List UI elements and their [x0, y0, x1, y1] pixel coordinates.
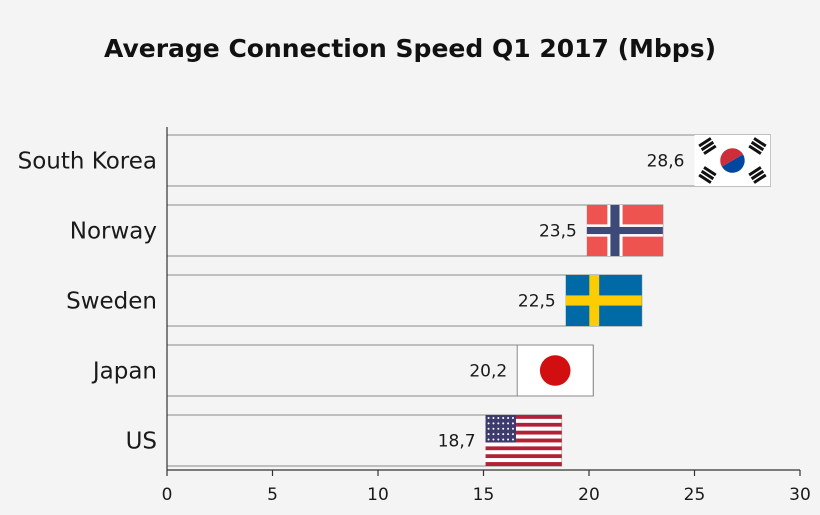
japan-flag [516, 344, 594, 397]
x-tick-label: 5 [267, 485, 278, 505]
x-tick-label: 10 [367, 485, 389, 505]
x-tick-label: 25 [684, 485, 706, 505]
bars-layer: 28,6 South Korea 23,5 Norway 22,5 Sweden 20,2 J… [18, 134, 771, 467]
x-axis: 0 5 10 15 20 25 30 [162, 127, 811, 505]
bar-south-korea [166, 134, 771, 187]
chart-title: Average Connection Speed Q1 2017 (Mbps) [104, 34, 716, 63]
sweden-flag [565, 275, 642, 326]
bar-group-norway: 23,5 Norway [70, 204, 664, 257]
category-label: US [126, 429, 157, 455]
bar-group-us: 18,7 US [126, 414, 563, 467]
category-label: Sweden [66, 289, 157, 315]
value-label: 20,2 [469, 362, 507, 382]
x-tick-label: 0 [162, 485, 173, 505]
category-label: Norway [70, 219, 157, 245]
bar-group-south-korea: 28,6 South Korea [18, 134, 771, 187]
bar-group-sweden: 22,5 Sweden [66, 274, 643, 327]
category-label: Japan [91, 359, 157, 385]
bar-norway [166, 204, 664, 257]
value-label: 18,7 [438, 432, 476, 452]
value-label: 28,6 [647, 152, 685, 172]
us-flag [485, 415, 562, 466]
value-label: 23,5 [539, 222, 577, 242]
bar-group-japan: 20,2 Japan [91, 344, 594, 397]
x-tick-label: 20 [578, 485, 600, 505]
category-label: South Korea [18, 149, 157, 175]
x-tick-label: 15 [473, 485, 495, 505]
south-korea-flag [694, 135, 771, 186]
norway-flag [586, 205, 663, 256]
x-tick-label: 30 [789, 485, 811, 505]
value-label: 22,5 [518, 292, 556, 312]
